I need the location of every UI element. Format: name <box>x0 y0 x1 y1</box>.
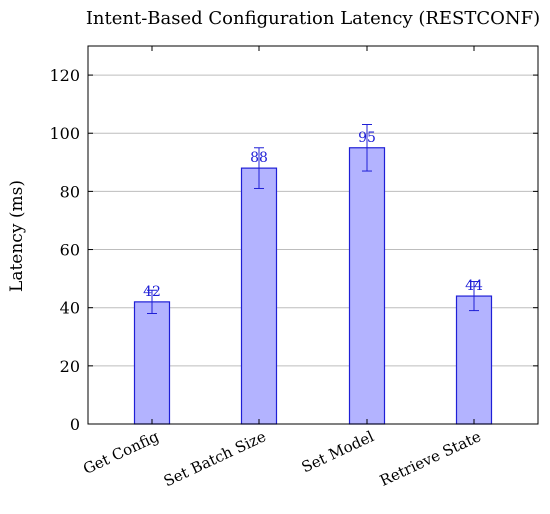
bar <box>240 167 278 425</box>
y-tick-label: 0 <box>70 415 80 434</box>
bar <box>455 295 493 425</box>
y-tick-label: 60 <box>60 241 80 260</box>
data-label: 88 <box>250 150 268 166</box>
y-tick-label: 80 <box>60 182 80 201</box>
bar <box>348 147 386 425</box>
ticks: 0 20 40 60 80 100 120 <box>49 46 538 434</box>
data-label: 42 <box>143 284 161 300</box>
x-tick-label: Retrieve State <box>377 427 484 490</box>
y-tick-label: 120 <box>49 66 80 85</box>
bars <box>133 124 493 425</box>
x-tick-label: Set Batch Size <box>161 427 269 490</box>
axes <box>87 45 539 425</box>
data-label: 95 <box>358 130 376 146</box>
x-tick-label: Set Model <box>299 427 377 476</box>
plot-frame <box>87 45 539 425</box>
bar <box>133 301 171 425</box>
y-axis-title: Latency (ms) <box>7 180 27 292</box>
data-label: 44 <box>465 278 483 294</box>
y-tick-label: 40 <box>60 299 80 318</box>
x-tick-label: Get Config <box>80 427 162 478</box>
y-tick-label: 20 <box>60 357 80 376</box>
chart-title: Intent-Based Configuration Latency (REST… <box>86 8 540 29</box>
y-tick-label: 100 <box>49 124 80 143</box>
